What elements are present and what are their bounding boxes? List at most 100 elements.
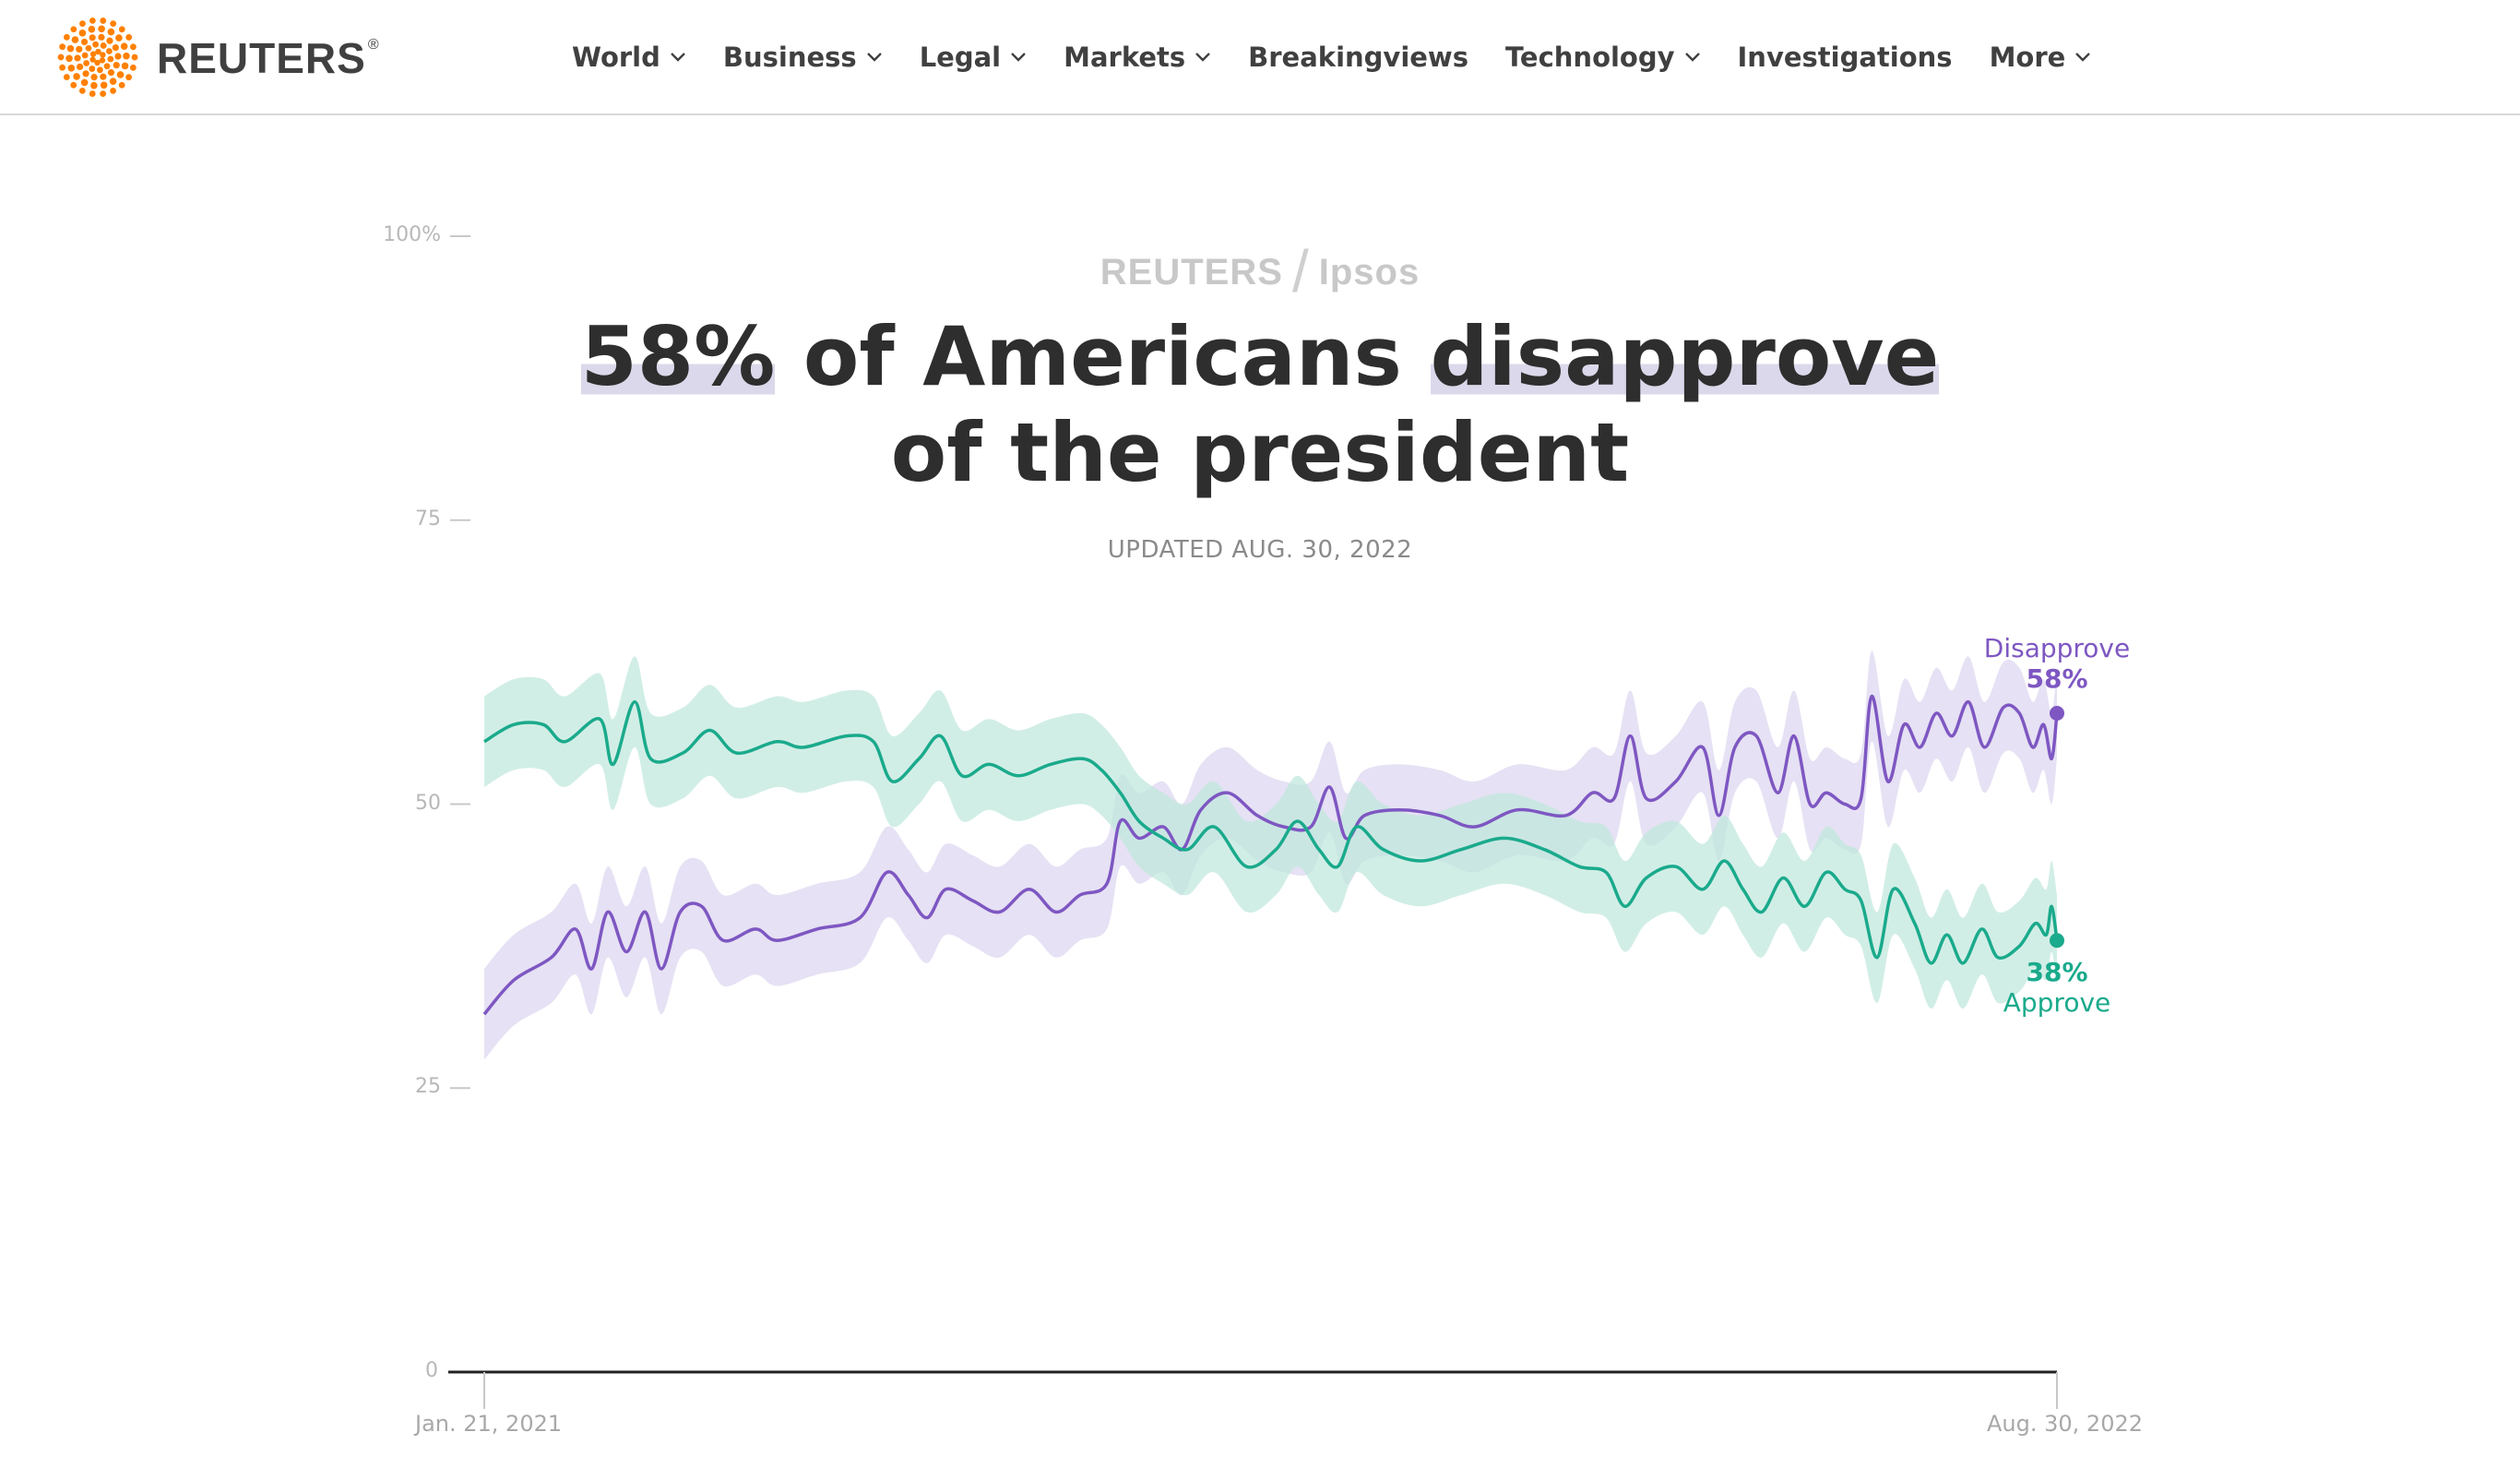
logo-dot — [71, 36, 79, 43]
logo-dot — [125, 34, 133, 41]
nav-item-legal[interactable]: Legal — [920, 42, 1027, 73]
nav-item-markets[interactable]: Markets — [1064, 42, 1211, 73]
logo-dot — [80, 78, 89, 87]
logo-dot — [100, 42, 107, 49]
logo-dot — [94, 59, 101, 66]
y-tick-label: 0 — [425, 1359, 438, 1382]
nav-item-more[interactable]: More — [1990, 42, 2092, 73]
nav-item-breakingviews[interactable]: Breakingviews — [1248, 42, 1468, 73]
logo-dot — [76, 45, 83, 53]
logo-dot — [83, 60, 90, 66]
logo-dot — [113, 62, 120, 69]
chart-headline: 58% of Americans disapprove of the presi… — [0, 309, 2520, 501]
logo-dot — [100, 73, 107, 80]
approve-line — [483, 699, 2059, 965]
chevron-down-icon — [2075, 53, 2091, 62]
nav-item-investigations[interactable]: Investigations — [1738, 42, 1953, 73]
updated-date: UPDATED AUG. 30, 2022 — [1107, 536, 1413, 564]
logo-dot — [88, 25, 96, 33]
nav-item-technology[interactable]: Technology — [1505, 42, 1701, 73]
logo-dot — [121, 62, 129, 70]
approve-confidence-band — [484, 656, 2057, 1009]
logo-dot — [123, 52, 130, 60]
logo-dot — [103, 63, 111, 70]
nav-item-world[interactable]: World — [572, 42, 686, 73]
approve-end-label: 38% Approve — [1965, 957, 2149, 1018]
nav-item-label: World — [572, 42, 660, 73]
nav-item-label: Breakingviews — [1248, 42, 1468, 73]
chevron-down-icon — [866, 53, 882, 62]
logo-dot — [114, 53, 122, 60]
brand-lockup: REUTERS / Ipsos — [0, 230, 2520, 304]
disapprove-end-point[interactable] — [2050, 706, 2064, 722]
logo-dot — [106, 37, 113, 44]
y-tick-label: 75 — [415, 507, 441, 531]
logo-dot — [100, 81, 108, 90]
logo-dot — [98, 33, 105, 41]
logo-dot — [118, 81, 125, 89]
logo-dot — [107, 68, 115, 77]
logo-dot — [57, 54, 65, 61]
main-nav: World Business Legal Markets Breakingviews Te… — [572, 31, 2128, 83]
logo-dot — [116, 71, 125, 78]
chart-canvas — [448, 235, 2064, 1409]
chevron-down-icon — [1195, 53, 1210, 62]
logo-dot — [100, 18, 107, 24]
logo-dot — [129, 64, 137, 71]
logo-dot — [96, 66, 103, 74]
logo-text: REUTERS ® — [157, 34, 380, 82]
brand-ipsos: Ipsos — [1318, 252, 1420, 292]
logo-dot — [112, 43, 119, 52]
logo-dot — [118, 26, 125, 33]
logo-dot — [82, 70, 89, 78]
nav-item-label: More — [1989, 42, 2066, 73]
logo-dot — [59, 43, 66, 51]
logo-dot — [125, 74, 133, 81]
nav-item-label: Legal — [919, 42, 1002, 73]
logo-dot — [99, 57, 106, 64]
logo-dot — [100, 52, 106, 58]
nav-item-business[interactable]: Business — [723, 42, 883, 73]
logo-dot — [63, 33, 70, 41]
headline-text: of Americans — [775, 309, 1431, 404]
chevron-down-icon — [671, 53, 685, 62]
x-end-label: Aug. 30, 2022 — [1987, 1411, 2143, 1437]
x-start-label: Jan. 21, 2021 — [415, 1411, 563, 1437]
logo-dot — [78, 87, 86, 94]
logo-dot — [70, 81, 77, 89]
logo-dot — [70, 26, 77, 33]
logo-dot — [63, 74, 70, 80]
logo-dot — [59, 64, 65, 71]
logo-dot — [95, 48, 101, 55]
logo-dot — [66, 44, 75, 53]
logo-dot — [89, 51, 97, 57]
headline-percent: 58% — [580, 309, 776, 404]
logo-dot — [92, 41, 100, 48]
logo-dot — [77, 63, 84, 71]
logo-dot — [110, 20, 117, 28]
y-tick-label: 25 — [415, 1075, 441, 1099]
logo-dot — [73, 73, 80, 80]
logo-dot — [109, 78, 117, 85]
logo-dot — [89, 56, 96, 63]
logo-dot — [131, 54, 138, 61]
logo-dot — [120, 42, 128, 50]
approve-label: Approve — [2003, 987, 2111, 1018]
logo-dot — [90, 74, 98, 81]
approve-end-point[interactable] — [2050, 933, 2064, 949]
disapprove-value: 58% — [2026, 663, 2088, 694]
logo-dot — [107, 55, 114, 63]
nav-item-label: Business — [722, 42, 857, 73]
logo-dot — [115, 34, 123, 42]
nav-item-label: Markets — [1064, 42, 1186, 73]
reuters-logo[interactable]: REUTERS ® — [53, 15, 380, 100]
disapprove-line — [482, 694, 2059, 1016]
logo-dot — [130, 43, 137, 51]
logo-dot — [100, 90, 107, 97]
site-header: REUTERS ® World Business Legal Markets Breaki… — [0, 0, 2520, 115]
reuters-logo-icon — [57, 18, 138, 97]
disapprove-end-label: Disapprove 58% — [1965, 633, 2149, 694]
logo-dot — [90, 81, 98, 90]
logo-dot — [105, 48, 113, 54]
logo-dot — [80, 38, 89, 46]
